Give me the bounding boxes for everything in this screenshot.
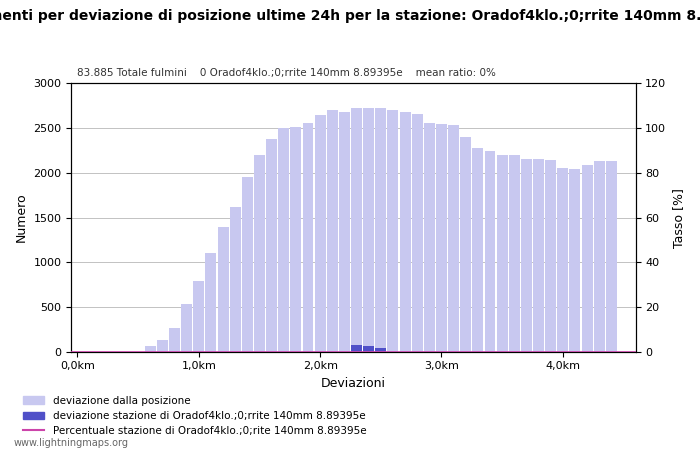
Bar bbox=[351, 108, 362, 352]
Bar bbox=[266, 139, 277, 352]
Percentuale stazione di Oradof4klo.;0;rite 140mm 8.89395e bbox=[74, 349, 82, 355]
Bar bbox=[363, 108, 374, 352]
Bar bbox=[533, 158, 544, 352]
Bar bbox=[375, 108, 386, 352]
Text: www.lightningmaps.org: www.lightningmaps.org bbox=[14, 438, 129, 448]
X-axis label: Deviazioni: Deviazioni bbox=[321, 377, 386, 390]
Bar bbox=[193, 281, 204, 352]
Bar bbox=[400, 112, 410, 352]
Bar bbox=[557, 168, 568, 352]
Bar bbox=[254, 155, 265, 352]
Bar bbox=[242, 177, 253, 352]
Percentuale stazione di Oradof4klo.;0;rite 140mm 8.89395e bbox=[195, 349, 203, 355]
Bar bbox=[279, 128, 289, 352]
Bar bbox=[606, 161, 617, 352]
Bar bbox=[315, 115, 326, 352]
Bar bbox=[424, 123, 435, 352]
Bar bbox=[290, 127, 301, 352]
Y-axis label: Tasso [%]: Tasso [%] bbox=[672, 188, 685, 248]
Bar bbox=[412, 114, 423, 352]
Bar bbox=[436, 124, 447, 352]
Bar bbox=[545, 160, 556, 352]
Text: Rilevamenti per deviazione di posizione ultime 24h per la stazione: Oradof4klo.;: Rilevamenti per deviazione di posizione … bbox=[0, 9, 700, 23]
Bar bbox=[509, 155, 519, 352]
Bar bbox=[206, 253, 216, 352]
Bar bbox=[582, 165, 592, 352]
Bar bbox=[570, 169, 580, 352]
Bar bbox=[521, 158, 532, 352]
Bar bbox=[351, 345, 362, 352]
Bar bbox=[594, 161, 605, 352]
Bar bbox=[230, 207, 241, 352]
Text: 83.885 Totale fulmini    0 Oradof4klo.;0;rrite 140mm 8.89395e    mean ratio: 0%: 83.885 Totale fulmini 0 Oradof4klo.;0;rr… bbox=[77, 68, 496, 78]
Bar bbox=[157, 340, 168, 352]
Bar bbox=[388, 110, 398, 352]
Bar bbox=[181, 304, 192, 352]
Bar bbox=[339, 112, 350, 352]
Bar bbox=[363, 346, 374, 352]
Legend: deviazione dalla posizione, deviazione stazione di Oradof4klo.;0;rrite 140mm 8.8: deviazione dalla posizione, deviazione s… bbox=[19, 392, 370, 440]
Bar bbox=[375, 348, 386, 352]
Bar bbox=[169, 328, 180, 352]
Bar bbox=[145, 346, 155, 352]
Bar bbox=[302, 123, 314, 352]
Y-axis label: Numero: Numero bbox=[15, 193, 28, 243]
Bar bbox=[448, 126, 459, 352]
Bar bbox=[327, 110, 337, 352]
Bar bbox=[484, 150, 496, 352]
Bar bbox=[473, 148, 483, 352]
Bar bbox=[461, 137, 471, 352]
Bar bbox=[497, 155, 508, 352]
Bar bbox=[218, 227, 228, 352]
